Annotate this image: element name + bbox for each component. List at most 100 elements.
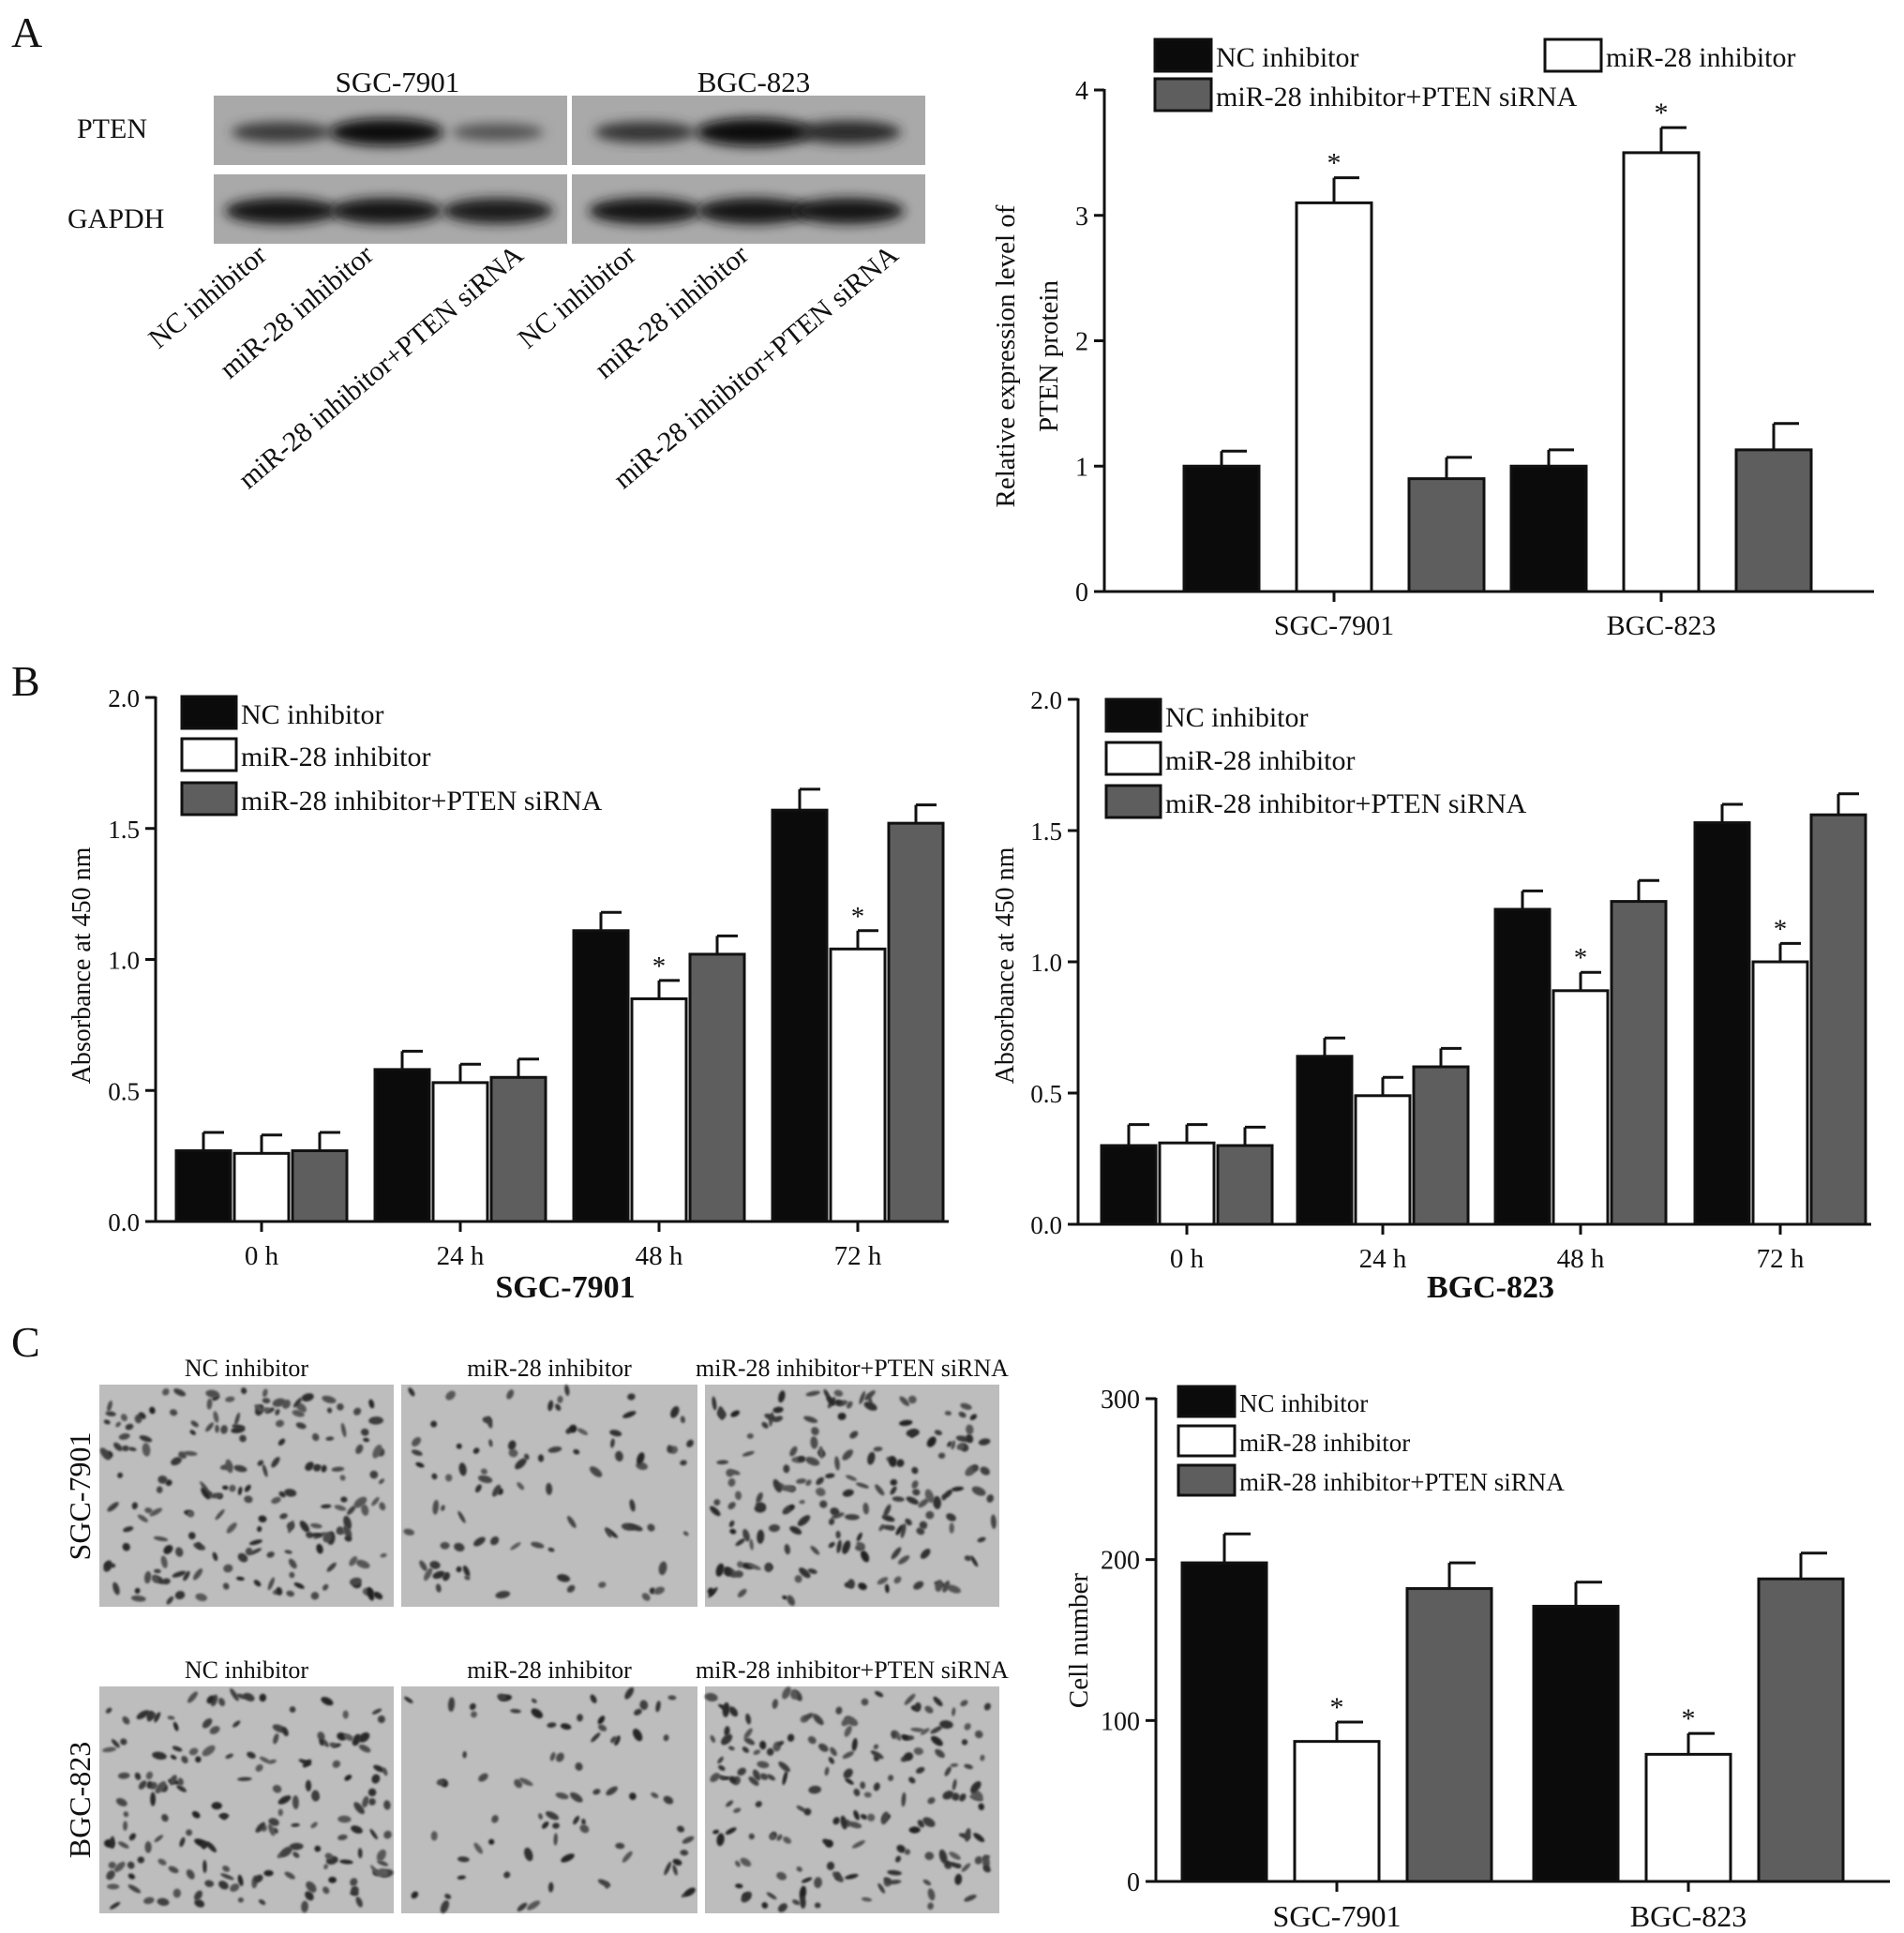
cell bbox=[712, 1829, 720, 1835]
micrograph-column-label: miR-28 inhibitor+PTEN siRNA bbox=[696, 1656, 1009, 1684]
cell bbox=[787, 1595, 796, 1606]
cell bbox=[103, 1419, 111, 1425]
cell bbox=[358, 1744, 371, 1753]
cell bbox=[444, 1894, 452, 1899]
cell bbox=[339, 1859, 353, 1865]
x-tick-label: 48 h bbox=[1557, 1244, 1605, 1274]
y-axis-label: Cell number bbox=[1064, 1573, 1094, 1709]
cell bbox=[895, 1524, 904, 1536]
cell bbox=[474, 1484, 482, 1493]
bar bbox=[1296, 1055, 1354, 1226]
y-tick-label: 2 bbox=[1075, 328, 1088, 357]
cell bbox=[235, 1576, 245, 1581]
cell bbox=[121, 1445, 129, 1452]
cell bbox=[581, 1819, 586, 1825]
cell bbox=[383, 1800, 391, 1810]
cell bbox=[321, 1697, 334, 1706]
significance-star: * bbox=[1774, 914, 1788, 944]
cell bbox=[908, 1826, 921, 1834]
cell bbox=[875, 1484, 885, 1496]
y-axis-label: Absorbance at 450 nm bbox=[991, 847, 1020, 1084]
cell bbox=[286, 1590, 295, 1597]
cell bbox=[268, 1823, 276, 1836]
cell bbox=[819, 1500, 828, 1508]
cell bbox=[291, 1822, 300, 1827]
cell bbox=[128, 1833, 137, 1841]
cell bbox=[944, 1411, 952, 1416]
cell bbox=[552, 1822, 560, 1829]
cell bbox=[127, 1446, 137, 1452]
cell bbox=[123, 1821, 127, 1831]
significance-star: * bbox=[1682, 1703, 1696, 1734]
cell bbox=[305, 1461, 314, 1472]
cell bbox=[137, 1856, 145, 1864]
cell bbox=[249, 1548, 262, 1555]
cell bbox=[430, 1420, 438, 1428]
cell bbox=[772, 1406, 784, 1414]
cell bbox=[172, 1721, 179, 1731]
cell bbox=[783, 1836, 792, 1844]
legend-label: miR-28 inhibitor bbox=[1165, 745, 1356, 776]
cell bbox=[743, 1737, 756, 1746]
cell bbox=[836, 1539, 842, 1553]
y-tick-label: 300 bbox=[1101, 1386, 1140, 1415]
cell bbox=[924, 1489, 935, 1504]
cell bbox=[863, 1791, 872, 1798]
cell bbox=[737, 1767, 746, 1776]
cell bbox=[412, 1436, 422, 1447]
cell bbox=[807, 1736, 817, 1745]
legend-label: NC inhibitor bbox=[1165, 702, 1309, 733]
cell bbox=[761, 1902, 769, 1909]
cell bbox=[842, 1540, 851, 1554]
cell bbox=[952, 1792, 960, 1801]
significance-star: * bbox=[1655, 97, 1669, 128]
legend-swatch bbox=[180, 737, 238, 772]
cell bbox=[211, 1802, 222, 1810]
cell bbox=[487, 1416, 493, 1429]
cell bbox=[263, 1869, 274, 1877]
legend-swatch bbox=[1543, 37, 1603, 73]
cell bbox=[947, 1441, 952, 1447]
cell bbox=[301, 1900, 308, 1913]
cell bbox=[272, 1398, 286, 1407]
cell bbox=[796, 1478, 807, 1484]
cell bbox=[728, 1776, 737, 1784]
cell bbox=[933, 1696, 943, 1707]
cell bbox=[803, 1713, 814, 1720]
bar bbox=[1509, 464, 1588, 593]
cell bbox=[194, 1899, 205, 1908]
cell bbox=[218, 1881, 229, 1890]
significance-star: * bbox=[652, 952, 667, 981]
cell bbox=[155, 1781, 167, 1794]
cell bbox=[814, 1877, 822, 1889]
x-tick-label: SGC-7901 bbox=[1273, 1899, 1402, 1933]
cell bbox=[757, 1529, 765, 1544]
cell bbox=[473, 1842, 483, 1854]
cell bbox=[215, 1424, 219, 1433]
cell bbox=[271, 1496, 281, 1505]
cell bbox=[110, 1836, 115, 1850]
cell bbox=[244, 1484, 251, 1492]
cell bbox=[201, 1840, 207, 1850]
cell bbox=[949, 1851, 961, 1860]
cell bbox=[268, 1818, 279, 1826]
cell bbox=[931, 1735, 943, 1746]
cell bbox=[891, 1547, 902, 1560]
cell bbox=[179, 1836, 186, 1848]
cell bbox=[165, 1479, 172, 1487]
cell bbox=[797, 1515, 811, 1526]
cell bbox=[378, 1478, 385, 1485]
cell bbox=[163, 1545, 173, 1554]
cell bbox=[380, 1552, 387, 1558]
y-tick-label: 0.0 bbox=[1030, 1211, 1062, 1239]
y-tick-label: 2.0 bbox=[108, 684, 140, 712]
cell bbox=[403, 1528, 415, 1536]
cell bbox=[718, 1775, 726, 1780]
cell bbox=[457, 1875, 466, 1881]
cell bbox=[628, 1523, 643, 1532]
cell bbox=[517, 1902, 528, 1911]
cell bbox=[156, 1486, 163, 1493]
cell bbox=[742, 1746, 750, 1753]
significance-star: * bbox=[1574, 943, 1588, 973]
cell bbox=[908, 1776, 916, 1784]
